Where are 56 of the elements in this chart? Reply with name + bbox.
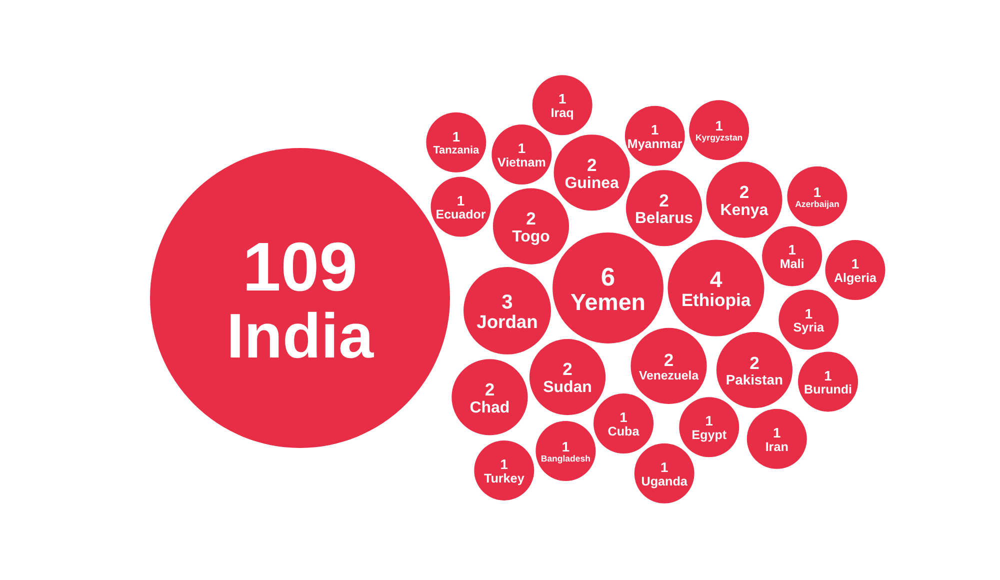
- data-label: 1: [788, 242, 796, 258]
- category-label: Tanzania: [433, 144, 480, 157]
- data-label: 1: [660, 460, 668, 475]
- data-label: 1: [773, 425, 782, 440]
- data-label: 1: [452, 130, 460, 145]
- category-label: Belarus: [634, 210, 694, 228]
- category-label: Chad: [470, 399, 510, 416]
- category-label: Togo: [512, 228, 550, 246]
- data-label: 1: [715, 118, 724, 134]
- data-label: 2: [526, 208, 536, 228]
- data-label: 1: [824, 368, 832, 384]
- category-label: Ecuador: [436, 208, 486, 222]
- category-label: Bangladesh: [540, 453, 590, 464]
- data-label: 6: [600, 263, 616, 292]
- data-label: 1: [620, 410, 628, 426]
- data-label: 1: [705, 414, 714, 429]
- data-label: 1: [851, 256, 860, 272]
- category-label: Myanmar: [627, 136, 682, 151]
- category-label: Venezuela: [638, 368, 699, 383]
- category-label: Egypt: [692, 428, 728, 442]
- data-label: 1: [456, 193, 465, 208]
- category-label: Sudan: [543, 379, 592, 396]
- data-label: 3: [502, 292, 513, 314]
- data-label: 1: [651, 122, 660, 138]
- data-label: 1: [558, 92, 566, 107]
- category-label: Guinea: [564, 174, 619, 192]
- category-label: Burundi: [804, 382, 852, 397]
- category-label: Yemen: [570, 289, 646, 316]
- category-label: Azerbaijan: [795, 198, 840, 209]
- data-label: 4: [710, 266, 723, 292]
- category-label: Turkey: [484, 471, 524, 486]
- data-label: 2: [750, 353, 760, 374]
- data-label: 2: [659, 190, 670, 210]
- category-label: Algeria: [834, 270, 878, 285]
- category-label: Syria: [793, 320, 826, 335]
- data-label: 1: [500, 456, 508, 472]
- category-label: Cuba: [608, 424, 640, 438]
- category-label: Jordan: [476, 311, 538, 332]
- data-label: 1: [518, 141, 526, 156]
- category-label: Vietnam: [497, 155, 546, 170]
- data-label: 2: [739, 182, 750, 202]
- category-label: Pakistan: [726, 371, 783, 388]
- category-label: Mali: [780, 257, 804, 272]
- category-label: Iran: [765, 440, 788, 454]
- category-label: Kenya: [720, 202, 768, 219]
- data-label: 2: [484, 379, 495, 400]
- data-label: 2: [562, 359, 573, 380]
- data-label: 1: [813, 184, 822, 200]
- data-label: 1: [804, 306, 813, 322]
- data-label: 2: [586, 154, 597, 175]
- category-label: Kyrgyzstan: [695, 132, 743, 143]
- data-label: 1: [562, 439, 570, 454]
- data-label: 2: [664, 350, 674, 370]
- category-label: Iraq: [550, 106, 574, 120]
- category-label: Ethiopia: [681, 290, 751, 310]
- category-label: Uganda: [641, 474, 688, 488]
